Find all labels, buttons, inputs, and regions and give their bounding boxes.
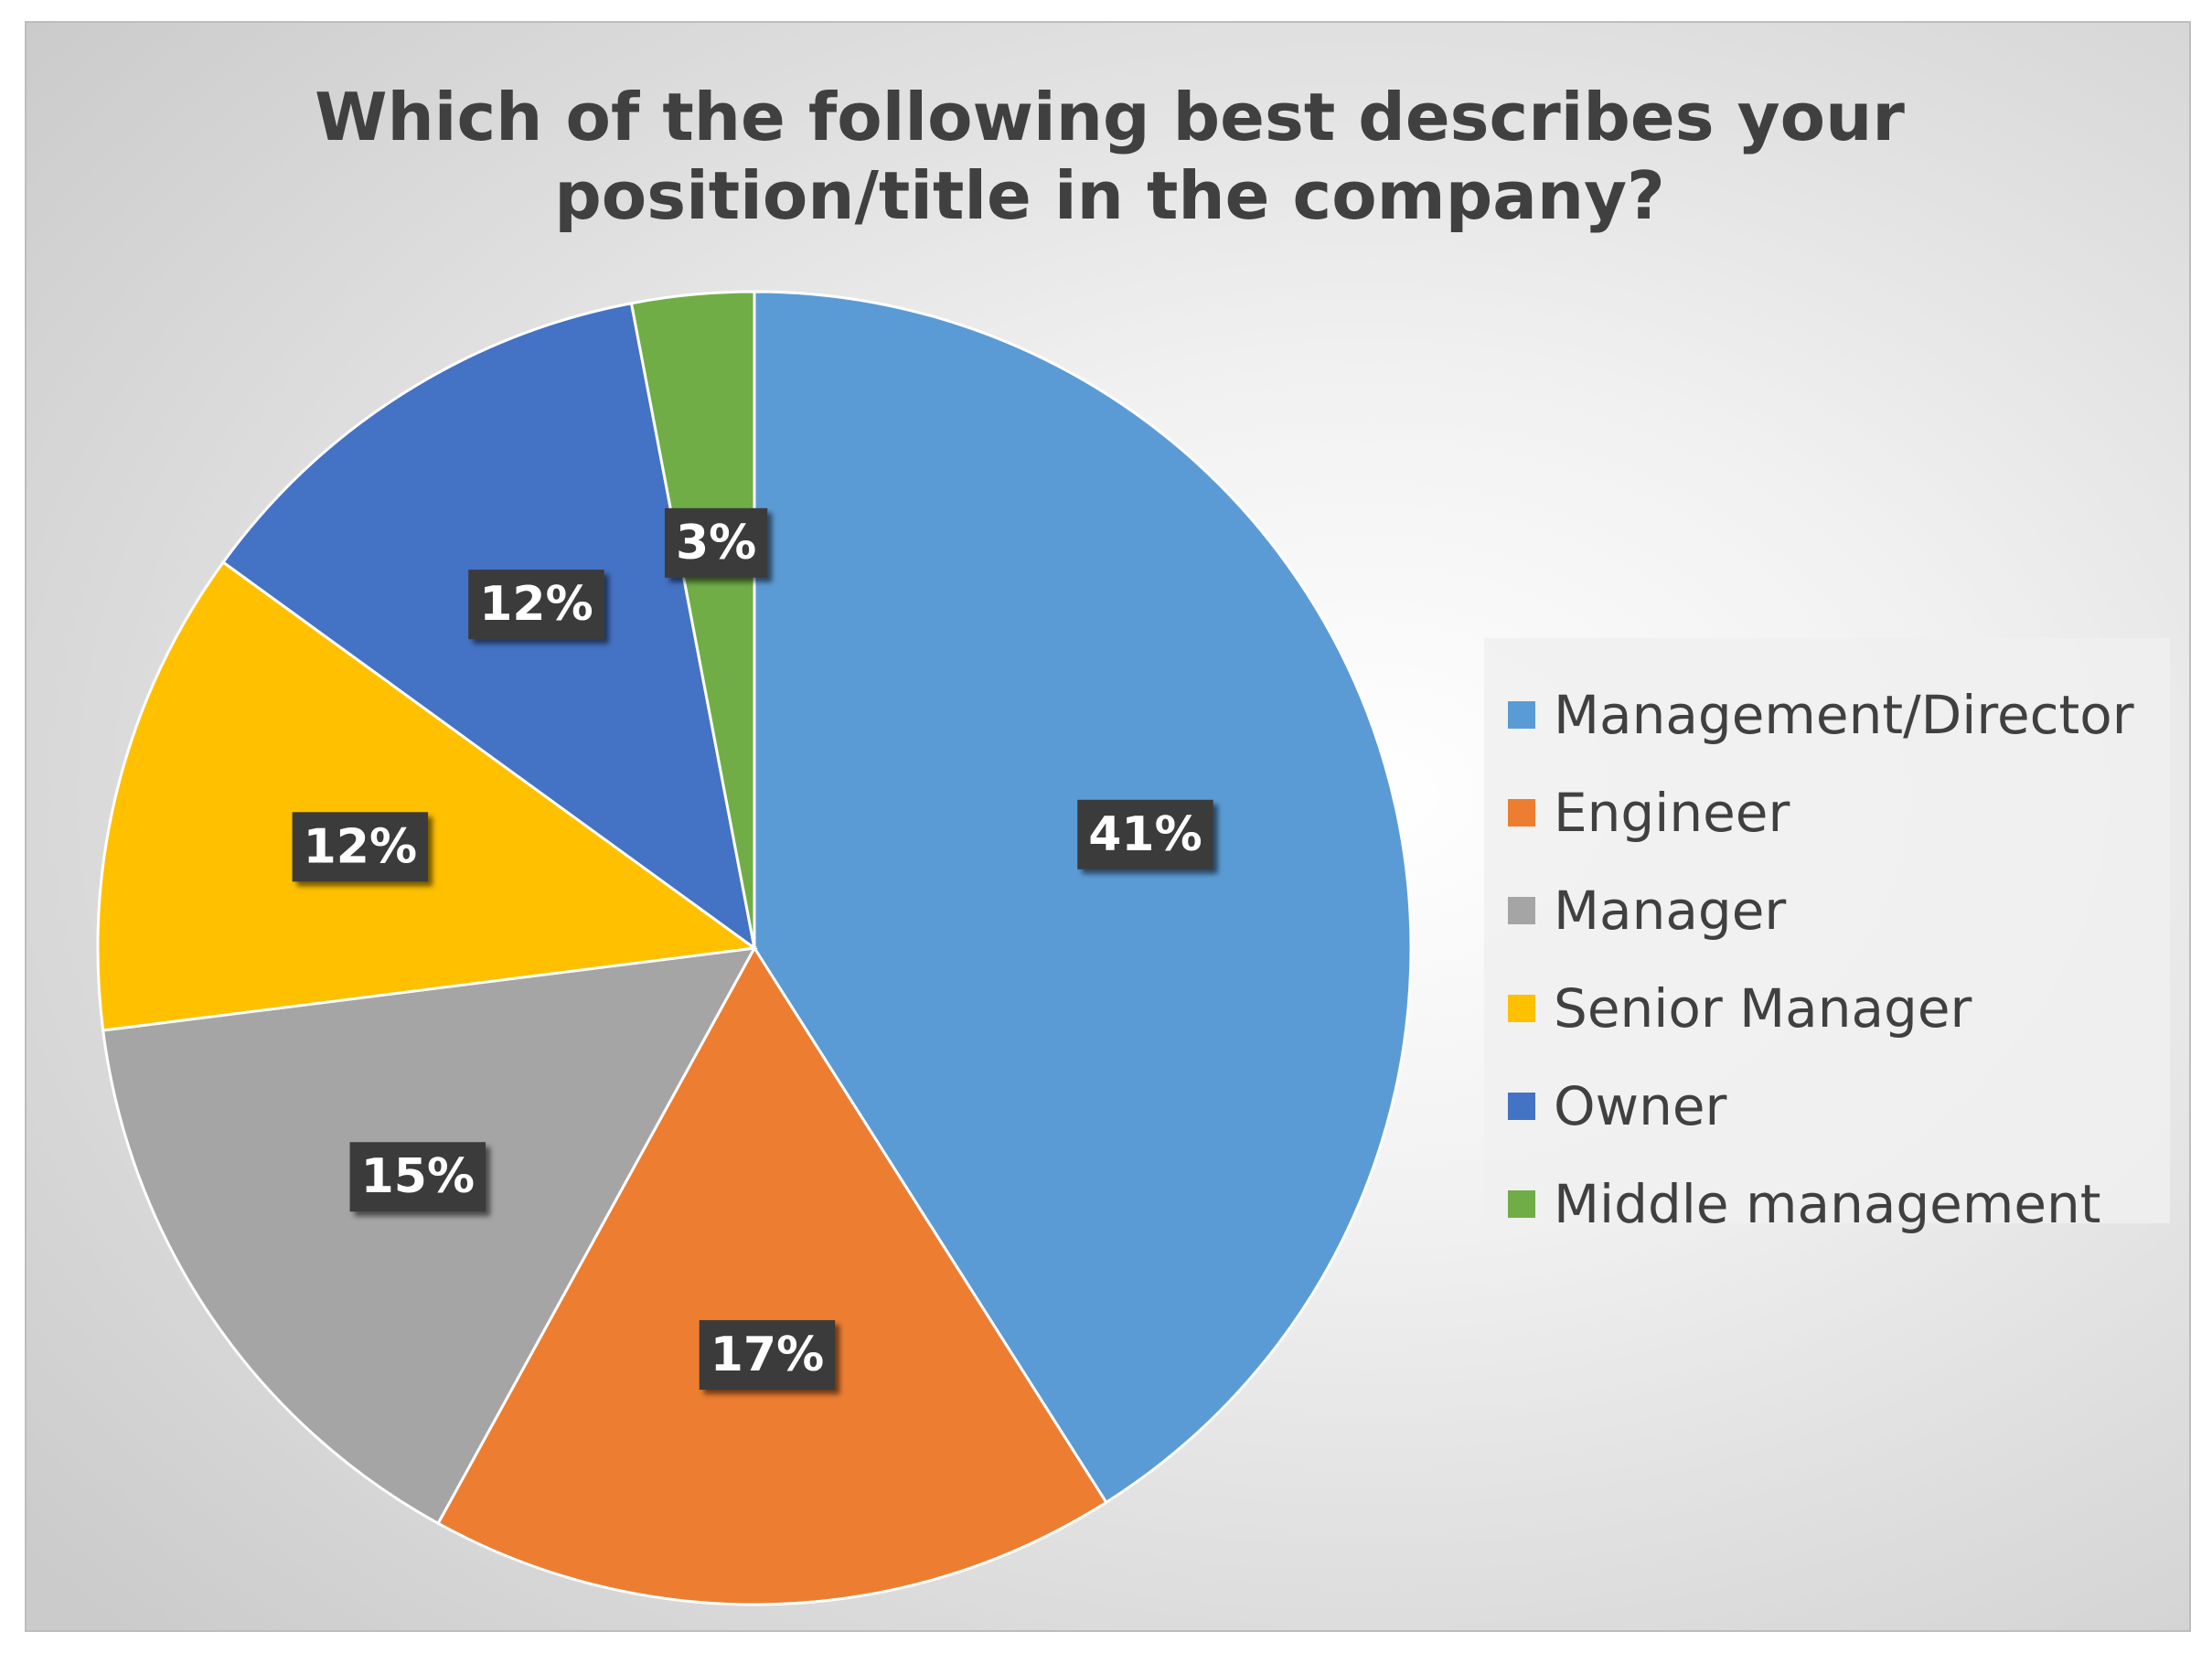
pie-slices	[96, 290, 1413, 1606]
legend-swatch	[1508, 1189, 1535, 1218]
data-label-text: 41%	[1088, 807, 1202, 862]
data-label-text: 3%	[676, 516, 756, 571]
data-label-senior-manager: 12%	[292, 812, 429, 882]
pie-slice-manager	[101, 946, 757, 1526]
legend-item-middle-management: Middle management	[1508, 1155, 2170, 1253]
pie-slice-management-director	[753, 290, 1413, 1505]
pie-data-labels: 41% 17% 15% 12% 12% 3%	[292, 507, 1213, 1390]
legend-swatch	[1508, 896, 1535, 924]
data-label-box	[664, 507, 768, 578]
legend-item-manager: Manager	[1508, 861, 2170, 959]
pie-chart: 41% 17% 15% 12% 12% 3%	[96, 290, 1413, 1606]
legend-item-owner: Owner	[1508, 1057, 2170, 1155]
legend-label: Owner	[1554, 1074, 1727, 1137]
legend-label: Middle management	[1554, 1172, 2101, 1235]
legend-label: Senior Manager	[1554, 976, 1972, 1040]
legend-item-management-director: Management/Director	[1508, 666, 2170, 763]
data-label-text: 15%	[361, 1149, 475, 1204]
legend: Management/Director Engineer Manager Sen…	[1484, 638, 2170, 1235]
chart-title: Which of the following best describes yo…	[27, 78, 2189, 236]
chart-title-line-2: position/title in the company?	[554, 157, 1665, 235]
data-label-text: 12%	[304, 819, 417, 874]
legend-swatch	[1508, 1092, 1535, 1120]
data-label-management-director: 41%	[1077, 799, 1213, 869]
pie-slice-engineer	[436, 945, 1108, 1606]
data-label-box	[349, 1142, 486, 1212]
legend-label: Engineer	[1554, 781, 1790, 844]
data-label-box	[292, 812, 429, 882]
legend-label: Management/Director	[1554, 683, 2134, 746]
legend-swatch	[1508, 798, 1535, 826]
legend-item-engineer: Engineer	[1508, 763, 2170, 861]
data-label-box	[699, 1319, 836, 1390]
legend-label: Manager	[1554, 879, 1787, 942]
pie-slice-middle-management	[629, 290, 756, 949]
data-label-box	[468, 570, 604, 640]
data-label-text: 17%	[711, 1328, 824, 1382]
chart-area: Which of the following best describes yo…	[25, 21, 2191, 1632]
data-label-owner: 12%	[468, 570, 604, 640]
data-label-middle-management: 3%	[664, 507, 768, 578]
legend-item-senior-manager: Senior Manager	[1508, 959, 2170, 1057]
chart-title-line-1: Which of the following best describes yo…	[315, 79, 1905, 155]
data-label-engineer: 17%	[699, 1319, 836, 1390]
legend-swatch	[1508, 700, 1535, 729]
data-label-box	[1077, 799, 1213, 869]
pie-slice-senior-manager	[96, 560, 758, 1032]
legend-swatch	[1508, 994, 1535, 1022]
data-label-text: 12%	[479, 577, 593, 632]
data-label-manager: 15%	[349, 1142, 486, 1212]
